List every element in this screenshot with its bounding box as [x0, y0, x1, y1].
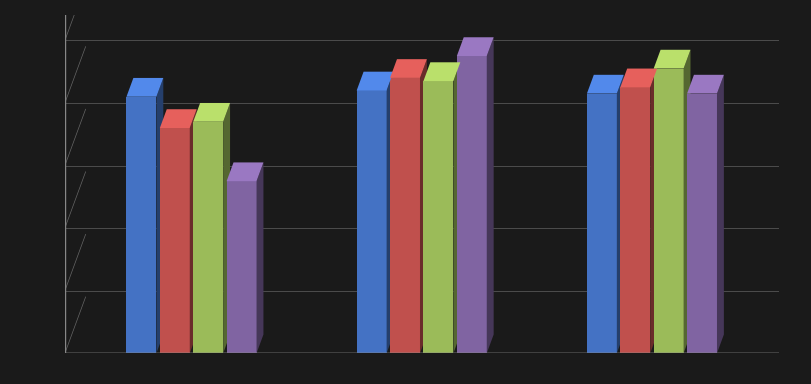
Polygon shape [256, 162, 264, 353]
Bar [193, 122, 223, 353]
Polygon shape [226, 162, 264, 181]
Polygon shape [190, 109, 197, 353]
Bar [687, 94, 717, 353]
Bar [654, 69, 684, 353]
Polygon shape [453, 62, 461, 353]
Bar [423, 81, 453, 353]
Polygon shape [654, 50, 690, 69]
Polygon shape [620, 69, 657, 87]
Bar [357, 91, 387, 353]
Polygon shape [160, 109, 197, 128]
Polygon shape [387, 72, 393, 353]
Polygon shape [423, 62, 461, 81]
Polygon shape [617, 75, 624, 353]
Polygon shape [420, 59, 427, 353]
Polygon shape [684, 50, 690, 353]
Bar [620, 87, 650, 353]
Polygon shape [717, 75, 724, 353]
Bar [127, 97, 157, 353]
Polygon shape [650, 69, 657, 353]
Polygon shape [223, 103, 230, 353]
Bar [226, 181, 256, 353]
Polygon shape [487, 37, 494, 353]
Polygon shape [390, 59, 427, 78]
Bar [390, 78, 420, 353]
Polygon shape [687, 75, 724, 94]
Bar [457, 56, 487, 353]
Polygon shape [457, 37, 494, 56]
Polygon shape [157, 78, 163, 353]
Polygon shape [193, 103, 230, 122]
Bar [587, 94, 617, 353]
Bar [160, 128, 190, 353]
Polygon shape [127, 78, 163, 97]
Polygon shape [357, 72, 393, 91]
Polygon shape [587, 75, 624, 94]
